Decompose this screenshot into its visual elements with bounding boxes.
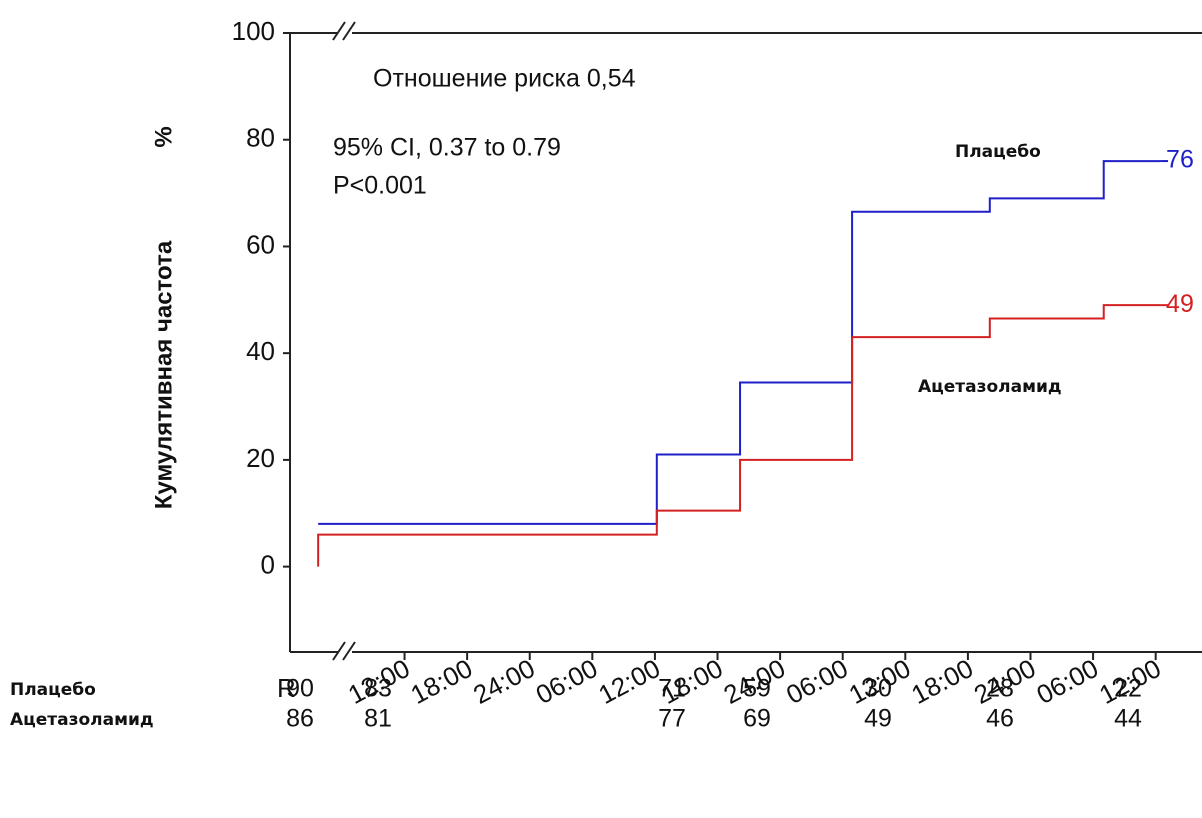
risk-count: 59 (743, 675, 771, 703)
series-label: Плацебо (955, 142, 1041, 162)
risk-count: 77 (658, 705, 686, 733)
risk-row-name: Ацетазоламид (10, 710, 154, 730)
end-label: 49 (1166, 290, 1194, 318)
risk-count: 22 (1114, 675, 1142, 703)
step-line (318, 160, 1161, 525)
annotation: Отношение риска 0,54 (373, 65, 636, 93)
x-tick-label: 06:00 (781, 653, 853, 710)
risk-count: 71 (658, 675, 686, 703)
risk-count: 46 (986, 705, 1014, 733)
y-tick-label: 100 (232, 16, 275, 46)
x-tick-label: 06:00 (531, 653, 603, 710)
series-label: Ацетазоламид (918, 377, 1062, 397)
risk-header: R (277, 673, 296, 703)
risk-count: 69 (743, 705, 771, 733)
y-tick-label: 40 (246, 336, 275, 366)
y-tick-label: 20 (246, 443, 275, 473)
y-tick-label: 60 (246, 229, 275, 259)
risk-count: 49 (864, 705, 892, 733)
end-label: 76 (1166, 146, 1194, 174)
risk-count: 81 (364, 705, 392, 733)
risk-count: 83 (364, 675, 392, 703)
x-tick-label: 18:00 (906, 653, 978, 710)
step-line (317, 304, 1161, 567)
x-tick-label: 24:00 (468, 653, 540, 710)
risk-count: 90 (286, 675, 314, 703)
risk-count: 44 (1114, 705, 1142, 733)
y-axis-label: Кумулятивная частота (150, 240, 177, 509)
x-tick-label: 06:00 (1032, 653, 1104, 710)
x-tick-label: 18:00 (406, 653, 478, 710)
axis-break (332, 21, 356, 661)
risk-count: 30 (864, 675, 892, 703)
x-tick-label: 12:00 (593, 653, 665, 710)
annotation: 95% CI, 0.37 to 0.79 (333, 134, 561, 162)
y-tick-label: 0 (261, 549, 275, 579)
risk-count: 86 (286, 705, 314, 733)
y-tick-label: 80 (246, 123, 275, 153)
risk-count: 28 (986, 675, 1014, 703)
y-axis-unit: % (150, 126, 177, 147)
annotation: P<0.001 (333, 172, 427, 200)
risk-row-name: Плацебо (10, 680, 96, 700)
